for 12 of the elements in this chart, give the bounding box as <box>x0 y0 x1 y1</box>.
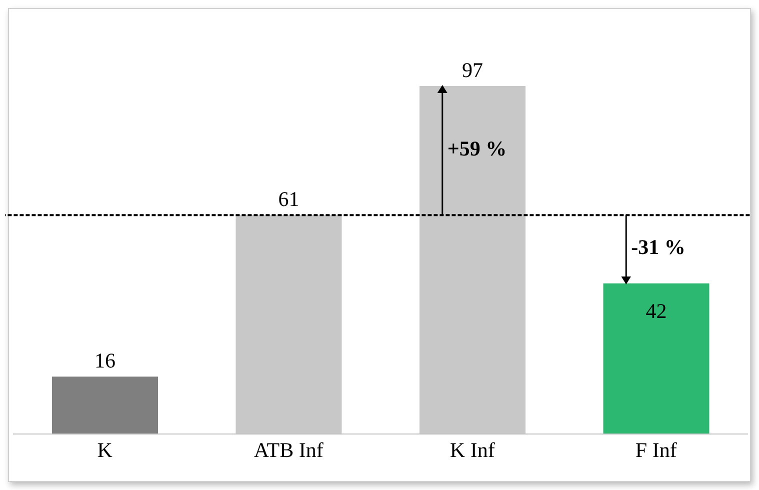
data-label: 16 <box>94 348 116 372</box>
data-label: 97 <box>462 58 483 82</box>
data-label: 61 <box>278 186 300 211</box>
x-tick-label: ATB Inf <box>254 438 324 462</box>
x-tick-label: F Inf <box>635 438 677 462</box>
annotation: -31 % <box>631 235 686 260</box>
x-tick-label: K Inf <box>450 438 495 462</box>
bar <box>603 283 710 434</box>
x-tick-label: K <box>97 438 112 462</box>
data-label: 42 <box>646 299 667 324</box>
annotation: +59 % <box>447 136 507 160</box>
bar <box>52 376 158 434</box>
